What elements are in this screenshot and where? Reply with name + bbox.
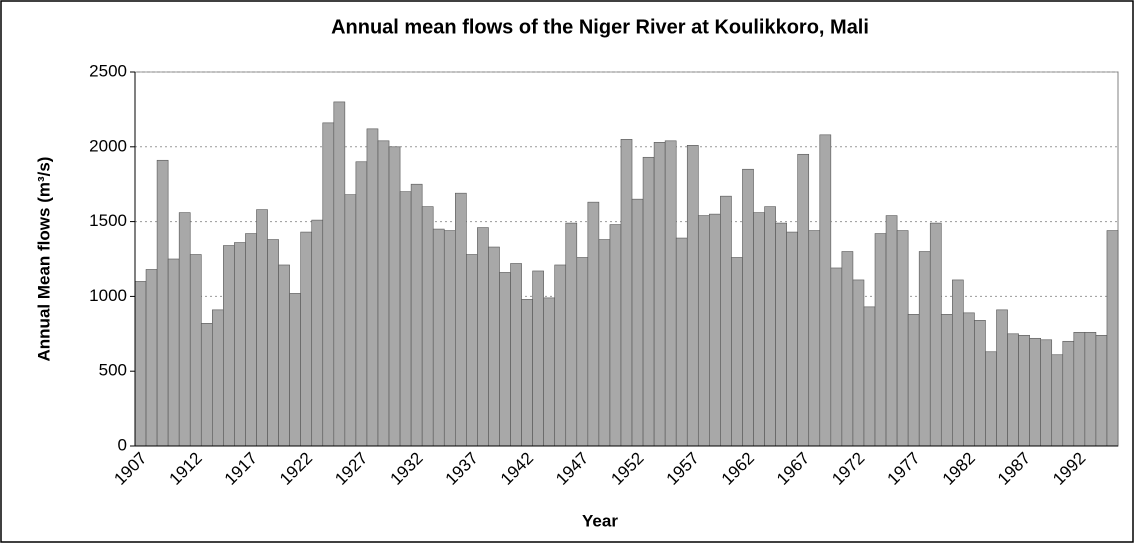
bar	[1106, 230, 1119, 447]
bar	[134, 281, 147, 447]
bar	[344, 194, 357, 447]
bar	[510, 263, 522, 447]
bar	[311, 219, 324, 447]
bar	[421, 206, 434, 447]
y-tick-label: 500	[99, 361, 127, 380]
bar	[1040, 339, 1053, 447]
bar	[278, 264, 290, 447]
y-tick-label: 1000	[89, 286, 127, 305]
bar	[388, 146, 401, 447]
x-axis-title: Year	[582, 511, 618, 530]
bar	[488, 246, 500, 447]
bar	[1095, 334, 1108, 447]
bar	[289, 293, 301, 447]
bar	[830, 267, 843, 447]
bar	[432, 228, 445, 447]
bar	[974, 320, 986, 447]
bar	[466, 254, 478, 447]
bar	[1051, 354, 1064, 447]
bar	[223, 245, 235, 447]
bar	[664, 140, 677, 447]
bar	[996, 309, 1008, 447]
bar	[189, 254, 202, 447]
bar	[742, 168, 754, 447]
bar	[686, 145, 699, 447]
bar	[929, 222, 942, 447]
bar	[322, 122, 335, 447]
bar	[178, 212, 191, 447]
bar	[697, 215, 710, 447]
bar	[940, 314, 953, 447]
y-tick-label: 2000	[89, 136, 127, 155]
bar	[598, 239, 611, 447]
bar	[797, 153, 810, 447]
bar	[852, 279, 865, 447]
bar	[952, 279, 964, 447]
bar	[377, 140, 390, 447]
bar	[355, 161, 368, 447]
bar	[565, 222, 578, 447]
y-axis-title: Annual Mean flows (m³/s)	[34, 157, 53, 362]
bar	[709, 213, 721, 447]
bar	[786, 231, 798, 447]
bar	[455, 192, 467, 447]
bar	[256, 209, 268, 447]
bar	[499, 272, 511, 447]
bar	[907, 314, 920, 447]
bar	[1018, 334, 1030, 447]
bar	[532, 270, 544, 447]
bar	[145, 269, 158, 447]
bar	[521, 299, 533, 447]
bar	[267, 239, 279, 447]
bar	[963, 312, 975, 447]
bar	[1062, 340, 1075, 447]
bar	[918, 251, 931, 447]
bar	[620, 139, 633, 447]
bar	[399, 191, 412, 447]
bar	[1029, 337, 1041, 447]
bar	[764, 206, 776, 447]
bar	[333, 101, 346, 447]
bar	[819, 134, 832, 447]
bar	[212, 309, 224, 447]
bar	[200, 323, 213, 447]
bar	[156, 159, 169, 447]
bar	[1073, 332, 1086, 447]
bar	[443, 230, 456, 447]
bar	[631, 198, 644, 447]
bar	[863, 306, 876, 447]
bar	[1084, 332, 1097, 447]
bar	[410, 183, 423, 447]
bar	[675, 237, 688, 447]
y-tick-label: 2500	[89, 61, 127, 80]
bar	[985, 351, 997, 447]
bar	[731, 257, 743, 447]
bar	[234, 242, 246, 447]
bar	[642, 156, 655, 447]
bar	[300, 231, 313, 447]
bar	[587, 201, 600, 447]
bar	[841, 251, 854, 447]
bar	[753, 212, 765, 447]
bar	[245, 233, 257, 447]
chart-title: Annual mean flows of the Niger River at …	[331, 16, 869, 38]
bar	[576, 257, 589, 447]
bar	[653, 142, 666, 447]
bar	[885, 215, 898, 447]
bar	[609, 224, 622, 447]
bar	[1007, 333, 1019, 447]
bar	[808, 230, 821, 447]
y-tick-label: 1500	[89, 211, 127, 230]
bar	[543, 297, 556, 447]
bar	[720, 195, 732, 447]
bar	[775, 222, 787, 447]
bar	[477, 227, 489, 447]
bar	[366, 128, 379, 447]
bar	[554, 264, 567, 447]
bar	[896, 230, 909, 447]
bar	[167, 258, 180, 447]
bar	[874, 233, 887, 447]
y-tick-label: 0	[118, 435, 127, 454]
